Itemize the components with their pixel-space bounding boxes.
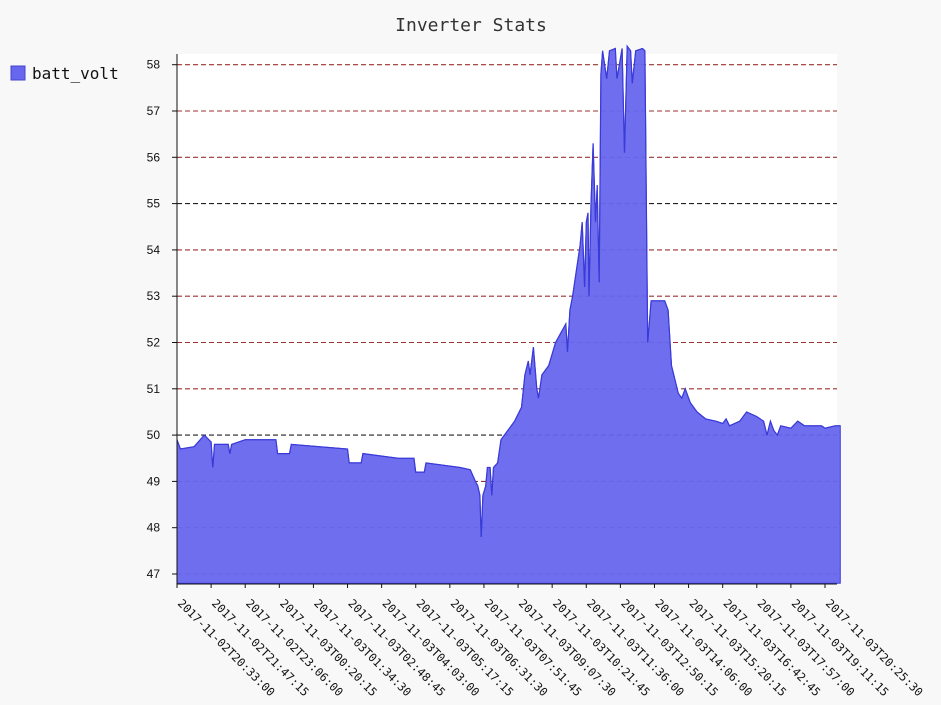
y-tick-label: 50 (147, 428, 161, 442)
x-axis-ticks: 2017-11-02T20:33:002017-11-02T21:47:1520… (175, 584, 926, 699)
y-axis-ticks: 47 48 49 50 51 52 53 54 55 56 57 58 (147, 58, 177, 581)
y-tick-label: 56 (147, 150, 161, 164)
y-tick-label: 51 (147, 382, 161, 396)
y-tick-label: 52 (147, 336, 161, 350)
y-tick-label: 47 (147, 567, 161, 581)
series-line-batt_volt (176, 44, 841, 538)
y-tick-label: 53 (147, 289, 161, 303)
legend: batt_volt (10, 64, 119, 83)
y-tick-label: 58 (147, 58, 161, 72)
y-tick-label: 57 (147, 104, 161, 118)
axes (176, 54, 837, 585)
legend-swatch (10, 65, 26, 81)
y-tick-label: 55 (147, 197, 161, 211)
chart-title: Inverter Stats (395, 15, 547, 36)
y-tick-label: 48 (147, 521, 161, 535)
y-tick-label: 49 (147, 474, 161, 488)
y-tick-label: 54 (147, 243, 161, 257)
legend-label: batt_volt (32, 64, 119, 83)
series-layer (176, 44, 841, 584)
